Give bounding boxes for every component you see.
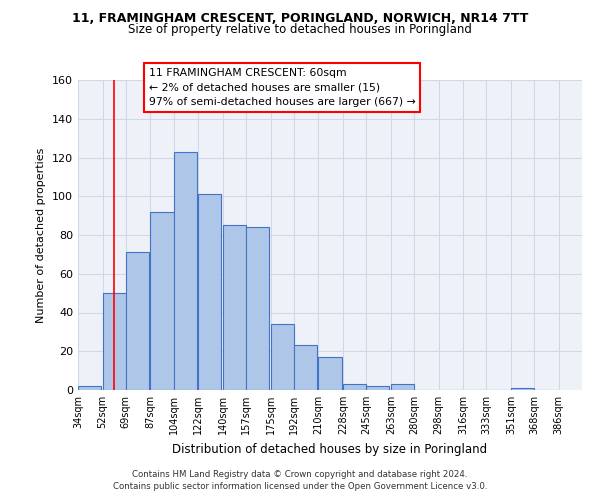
- X-axis label: Distribution of detached houses by size in Poringland: Distribution of detached houses by size …: [172, 442, 488, 456]
- Bar: [271, 324, 294, 390]
- Text: Size of property relative to detached houses in Poringland: Size of property relative to detached ho…: [128, 22, 472, 36]
- Bar: [173, 152, 197, 390]
- Bar: [343, 384, 366, 390]
- Bar: [246, 227, 269, 390]
- Bar: [511, 388, 534, 390]
- Bar: [294, 346, 317, 390]
- Bar: [391, 384, 414, 390]
- Text: Contains HM Land Registry data © Crown copyright and database right 2024.: Contains HM Land Registry data © Crown c…: [132, 470, 468, 479]
- Bar: [126, 252, 149, 390]
- Bar: [78, 386, 101, 390]
- Text: 11, FRAMINGHAM CRESCENT, PORINGLAND, NORWICH, NR14 7TT: 11, FRAMINGHAM CRESCENT, PORINGLAND, NOR…: [72, 12, 528, 26]
- Y-axis label: Number of detached properties: Number of detached properties: [37, 148, 46, 322]
- Bar: [223, 226, 246, 390]
- Bar: [319, 357, 341, 390]
- Bar: [366, 386, 389, 390]
- Text: Contains public sector information licensed under the Open Government Licence v3: Contains public sector information licen…: [113, 482, 487, 491]
- Bar: [103, 293, 126, 390]
- Bar: [198, 194, 221, 390]
- Text: 11 FRAMINGHAM CRESCENT: 60sqm
← 2% of detached houses are smaller (15)
97% of se: 11 FRAMINGHAM CRESCENT: 60sqm ← 2% of de…: [149, 68, 415, 107]
- Bar: [151, 212, 173, 390]
